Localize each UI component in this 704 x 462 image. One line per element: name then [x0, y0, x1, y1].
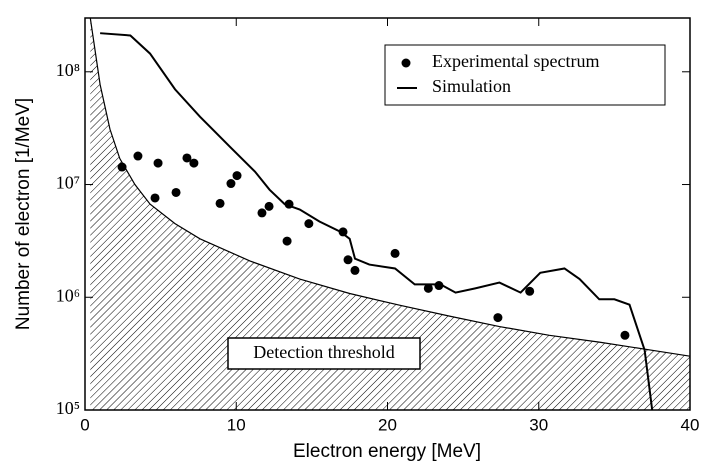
data-point: [423, 283, 433, 293]
threshold-area: [90, 18, 690, 410]
x-tick-label: 30: [529, 415, 548, 434]
data-point: [153, 158, 163, 168]
data-point: [117, 162, 127, 172]
series-line: [100, 32, 654, 410]
data-point: [264, 201, 274, 211]
data-point: [343, 255, 353, 265]
legend-marker: [401, 58, 411, 68]
y-tick-label: 10⁷: [56, 173, 80, 193]
annotation: Detection threshold: [253, 342, 394, 362]
y-tick-label: 10⁵: [56, 398, 80, 418]
data-point: [226, 179, 236, 189]
plot-area: [89, 18, 690, 410]
y-tick-label: 10⁶: [56, 285, 80, 305]
data-point: [257, 208, 267, 218]
legend-box: [384, 44, 666, 106]
legend-label: Experimental spectrum: [432, 51, 599, 71]
threshold-line: [89, 18, 690, 357]
legend-label: Simulation: [432, 76, 511, 96]
data-point: [620, 330, 630, 340]
x-tick-label: 40: [681, 415, 700, 434]
x-tick-label: 10: [227, 415, 246, 434]
data-point: [215, 198, 225, 208]
annotation-box: [227, 337, 421, 370]
x-tick-label: 20: [378, 415, 397, 434]
data-point: [434, 281, 444, 291]
data-point: [171, 187, 181, 197]
data-point: [525, 286, 535, 296]
data-point: [493, 313, 503, 323]
data-point: [338, 227, 348, 237]
data-point: [350, 265, 360, 275]
data-point: [304, 219, 314, 229]
y-tick-label: 10⁸: [56, 60, 80, 80]
data-point: [133, 151, 143, 161]
data-point: [150, 193, 160, 203]
x-axis-label: Electron energy [MeV]: [293, 441, 481, 462]
data-point: [182, 153, 192, 163]
data-point: [232, 171, 242, 181]
data-point: [282, 236, 292, 246]
data-point: [189, 158, 199, 168]
x-tick-label: 0: [80, 415, 89, 434]
y-axis-label: Number of electron [1/MeV]: [13, 98, 34, 330]
data-point: [390, 248, 400, 258]
